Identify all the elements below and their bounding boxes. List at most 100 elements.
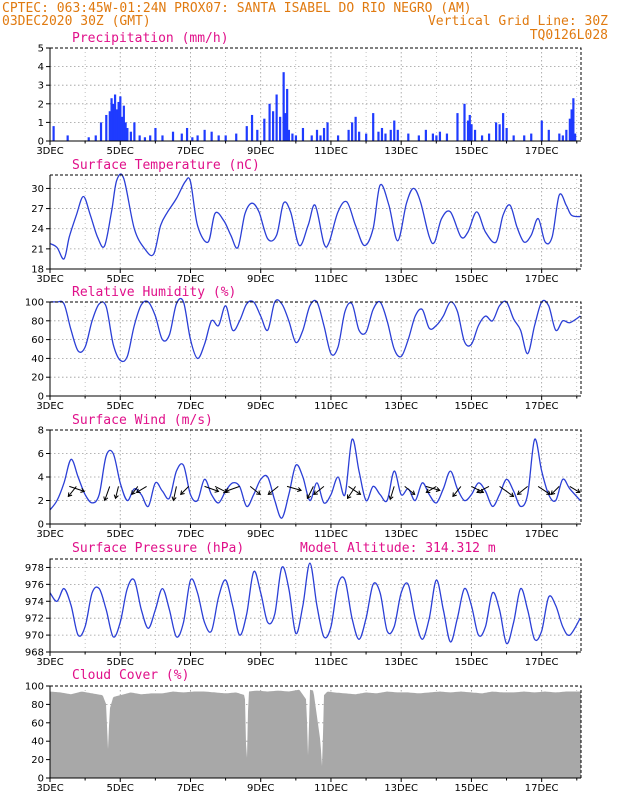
wind-arrow: [286, 485, 302, 491]
ytick-label: 3: [38, 81, 44, 92]
precip-bar: [470, 124, 473, 141]
wind-arrow: [249, 486, 261, 495]
precip-bar: [310, 135, 313, 141]
xtick-label: 9DEC: [247, 146, 274, 157]
precip-bar: [473, 129, 477, 141]
wind-arrow: [306, 486, 314, 499]
xtick-label: 3DEC: [36, 783, 63, 794]
precip-bar: [291, 133, 294, 141]
wind-arrow-head: [410, 490, 416, 495]
ytick-label: 18: [31, 265, 44, 276]
xtick-label: 17DEC: [525, 146, 559, 157]
ytick-label: 100: [25, 298, 44, 309]
precip-bar: [108, 111, 111, 141]
panel-title-cloud: Cloud Cover (%): [72, 668, 189, 683]
precip-bar: [119, 96, 122, 141]
precip-bar: [120, 116, 124, 141]
panel-pres: Surface Pressure (hPa) Model Altitude: 31…: [25, 541, 582, 668]
precip-bar: [129, 131, 132, 141]
ytick-label: 2: [38, 496, 44, 507]
precip-bar: [113, 94, 117, 141]
precip-bar: [424, 129, 427, 141]
precip-bar: [565, 129, 568, 141]
precip-bar: [210, 131, 213, 141]
precip-bar: [438, 131, 442, 141]
precip-bar: [217, 135, 220, 141]
xtick-label: 5DEC: [107, 783, 134, 794]
xtick-label: 5DEC: [107, 401, 134, 412]
wind-arrow-head: [313, 490, 318, 495]
precip-bar: [105, 114, 108, 141]
wind-arrow-head: [67, 492, 73, 498]
wind-arrow: [452, 486, 462, 497]
ytick-label: 6: [38, 449, 44, 460]
precip-bar: [523, 135, 526, 141]
xtick-label: 11DEC: [314, 274, 348, 285]
precip-bar: [191, 137, 194, 141]
panel-title-precip: Precipitation (mm/h): [72, 31, 229, 46]
xtick-label: 15DEC: [455, 401, 489, 412]
wind-arrow: [348, 485, 361, 495]
ytick-label: 30: [31, 184, 44, 195]
ytick-label: 2: [38, 99, 44, 110]
ytick-label: 0: [38, 520, 44, 531]
xtick-label: 3DEC: [36, 657, 63, 668]
precip-bar: [272, 111, 275, 141]
ytick-label: 968: [25, 648, 44, 659]
precip-bar: [112, 103, 115, 141]
precip-bar: [203, 129, 206, 141]
precip-bar: [133, 122, 136, 141]
precip-bar: [570, 109, 573, 141]
wind-arrow-head: [425, 488, 431, 493]
xtick-label: 9DEC: [247, 401, 274, 412]
ytick-label: 0: [38, 137, 44, 148]
wind-arrow-head: [297, 487, 303, 492]
ytick-label: 5: [38, 44, 44, 55]
wind-arrow-head: [476, 488, 482, 494]
ytick-label: 80: [31, 700, 44, 711]
precip-bar: [468, 114, 471, 141]
wind-arrow-head: [223, 488, 228, 494]
precip-bar: [110, 98, 113, 141]
precip-bar: [235, 133, 238, 141]
xtick-label: 17DEC: [525, 529, 559, 540]
precip-bar: [322, 127, 326, 141]
series-line-wind: [49, 438, 581, 519]
precip-bar: [498, 124, 501, 141]
xtick-label: 13DEC: [384, 401, 418, 412]
ytick-label: 21: [31, 244, 44, 255]
wind-arrow: [569, 485, 581, 493]
ytick-label: 80: [31, 316, 44, 327]
precip-bar: [431, 133, 434, 141]
panel-cloud: Cloud Cover (%) 0 20 40 60 80 100 3DEC 5DEC 7DEC 9…: [25, 668, 582, 794]
wind-arrow-head: [575, 488, 581, 493]
xtick-label: 13DEC: [384, 783, 418, 794]
wind-arrow-head: [131, 490, 136, 496]
precip-bar: [143, 137, 147, 141]
precip-bar: [358, 131, 361, 141]
panel-temp: Surface Temperature (nC) 18 21 24 27 30 3DEC 5D…: [31, 158, 582, 285]
panel-title-temp: Surface Temperature (nC): [72, 158, 260, 173]
xtick-label: 13DEC: [384, 529, 418, 540]
wind-arrow: [313, 486, 325, 495]
xtick-label: 15DEC: [455, 274, 489, 285]
wind-arrow-head: [452, 492, 457, 498]
precip-bar: [52, 126, 55, 141]
wind-arrow-head: [516, 490, 522, 495]
precip-bar: [351, 122, 354, 141]
precip-bar: [287, 129, 291, 141]
precip-bar: [122, 105, 125, 141]
ytick-label: 0: [38, 774, 44, 785]
panel-title-rh: Relative Humidity (%): [72, 285, 236, 300]
ytick-label: 974: [25, 597, 44, 608]
wind-arrow: [550, 486, 560, 495]
xtick-label: 5DEC: [107, 657, 134, 668]
panel-frame: [49, 558, 582, 653]
wind-arrow: [114, 486, 119, 499]
wind-arrow: [69, 485, 85, 492]
precip-bar: [301, 127, 305, 141]
precip-bar: [407, 133, 410, 141]
ytick-label: 972: [25, 614, 44, 625]
panel-wind: Surface Wind (m/s) 0 2 4 6 8 3DEC 5DEC 7DEC 9DEC 1…: [36, 413, 582, 540]
wind-arrow-head: [388, 495, 394, 501]
